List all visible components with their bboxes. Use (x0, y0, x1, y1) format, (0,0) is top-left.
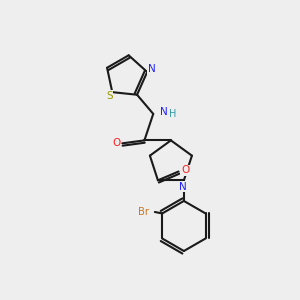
Text: Br: Br (138, 207, 148, 217)
Text: O: O (181, 165, 189, 175)
Text: N: N (148, 64, 155, 74)
Text: N: N (179, 182, 187, 192)
Text: O: O (112, 138, 121, 148)
Text: S: S (106, 91, 112, 101)
Text: H: H (169, 110, 176, 119)
Text: N: N (160, 107, 167, 117)
